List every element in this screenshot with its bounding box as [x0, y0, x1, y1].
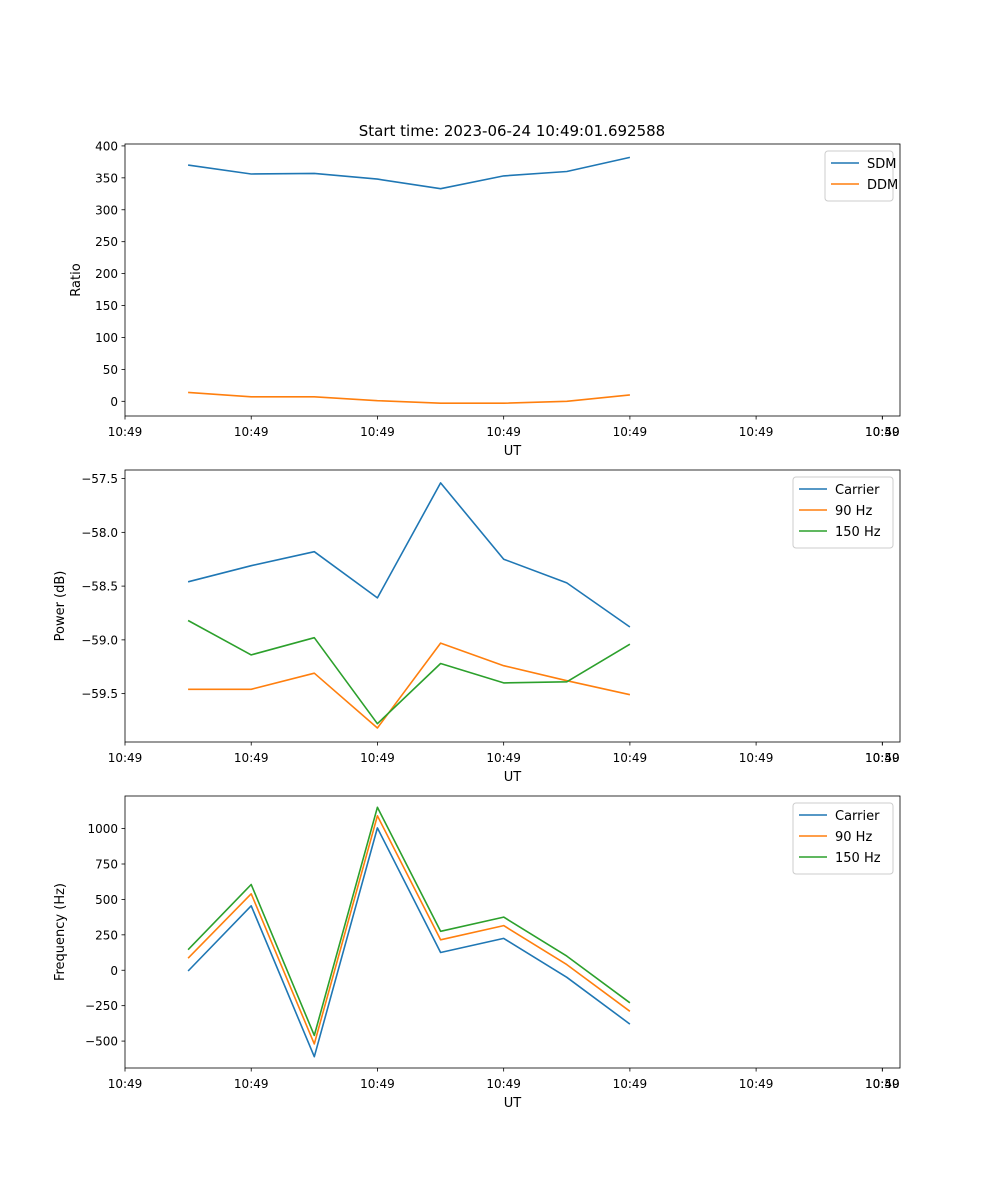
plot-frame — [124, 795, 901, 1069]
y-tick-label: −57.5 — [81, 472, 118, 486]
y-tick-label: −250 — [85, 999, 118, 1013]
x-axis-label: UT — [504, 770, 522, 785]
legend-label: 90 Hz — [835, 830, 872, 845]
x-tick-label: 10:50 — [865, 751, 900, 765]
x-axis-label: UT — [504, 1096, 522, 1111]
y-tick-label: 150 — [95, 299, 118, 313]
series-line-150-hz — [187, 806, 631, 1037]
y-axis-label: Frequency (Hz) — [53, 883, 68, 981]
y-tick-label: −59.5 — [81, 687, 118, 701]
y-axis-label: Power (dB) — [53, 571, 68, 642]
subplot-1: 10:49 10:49 10:49 10:49 10:49 10:49 10:4910:50… — [69, 139, 901, 459]
y-tick-label: 250 — [95, 928, 118, 942]
x-tick-label: 10:49 — [486, 425, 521, 439]
series-line-90-hz — [188, 642, 631, 729]
y-tick-label: 0 — [110, 395, 118, 409]
x-tick-label: 10:49 — [234, 425, 269, 439]
y-tick-label: 250 — [95, 235, 118, 249]
x-tick-label: 10:49 — [486, 1077, 521, 1091]
y-tick-label: 400 — [95, 139, 118, 153]
x-tick-label: 10:49 — [108, 751, 143, 765]
y-tick-label: −58.5 — [81, 580, 118, 594]
x-tick-label: 10:49 — [108, 1077, 143, 1091]
x-tick-label: 10:49 — [613, 751, 648, 765]
x-tick-label: 10:49 — [865, 425, 900, 439]
x-tick-label: 10:49 — [739, 425, 774, 439]
legend-label: 90 Hz — [835, 504, 872, 519]
legend: Carrier 90 Hz 150 Hz — [792, 476, 894, 549]
series-line-90-hz — [187, 814, 631, 1045]
y-tick-label: 100 — [95, 331, 118, 345]
series-line-ddm — [188, 391, 630, 405]
x-tick-label: 10:49 — [360, 751, 395, 765]
plot-frame — [124, 143, 901, 417]
y-tick-label: −58.0 — [81, 526, 118, 540]
series-line-sdm — [187, 156, 631, 190]
x-tick-label: 10:49 — [360, 1077, 395, 1091]
x-tick-label: 10:49 — [865, 751, 900, 765]
x-tick-label: 10:49 — [739, 1077, 774, 1091]
x-tick-label: 10:49 — [360, 425, 395, 439]
y-tick-label: 1000 — [87, 822, 118, 836]
series-line-150-hz — [187, 619, 631, 725]
y-tick-label: 750 — [95, 858, 118, 872]
legend-label: 150 Hz — [835, 851, 881, 866]
x-tick-label: 10:49 — [234, 751, 269, 765]
legend: SDM DDM — [824, 150, 898, 202]
y-axis-label: Ratio — [69, 263, 84, 296]
x-tick-label: 10:50 — [865, 1077, 900, 1091]
y-tick-label: −500 — [85, 1035, 118, 1049]
subplot-3: 10:49 10:49 10:49 10:49 10:49 10:49 10:4910:50… — [53, 795, 901, 1111]
y-tick-label: 50 — [103, 363, 118, 377]
x-tick-label: 10:49 — [234, 1077, 269, 1091]
plot-frame — [124, 469, 901, 743]
x-tick-label: 10:49 — [108, 425, 143, 439]
subplot-2: 10:49 10:49 10:49 10:49 10:49 10:49 10:4910:50… — [53, 469, 901, 785]
y-tick-label: 300 — [95, 203, 118, 217]
y-tick-label: −59.0 — [81, 633, 118, 647]
x-tick-label: 10:49 — [613, 425, 648, 439]
y-tick-label: 0 — [110, 964, 118, 978]
subplot-panels: 10:49 10:49 10:49 10:49 10:49 10:49 10:4910:50… — [53, 139, 901, 1111]
x-tick-label: 10:49 — [486, 751, 521, 765]
legend-label: Carrier — [835, 483, 880, 498]
x-tick-label: 10:49 — [865, 1077, 900, 1091]
x-tick-label: 10:50 — [865, 425, 900, 439]
y-tick-label: 350 — [95, 171, 118, 185]
x-tick-label: 10:49 — [613, 1077, 648, 1091]
x-axis-label: UT — [504, 444, 522, 459]
series-line-carrier — [187, 827, 631, 1058]
legend-label: DDM — [867, 178, 898, 193]
legend-label: 150 Hz — [835, 525, 881, 540]
y-tick-label: 200 — [95, 267, 118, 281]
figure-title: Start time: 2023-06-24 10:49:01.692588 — [359, 122, 665, 140]
y-tick-label: 500 — [95, 893, 118, 907]
legend-label: SDM — [867, 157, 896, 172]
series-line-carrier — [187, 482, 631, 628]
x-tick-label: 10:49 — [739, 751, 774, 765]
legend-label: Carrier — [835, 809, 880, 824]
legend: Carrier 90 Hz 150 Hz — [792, 802, 894, 875]
